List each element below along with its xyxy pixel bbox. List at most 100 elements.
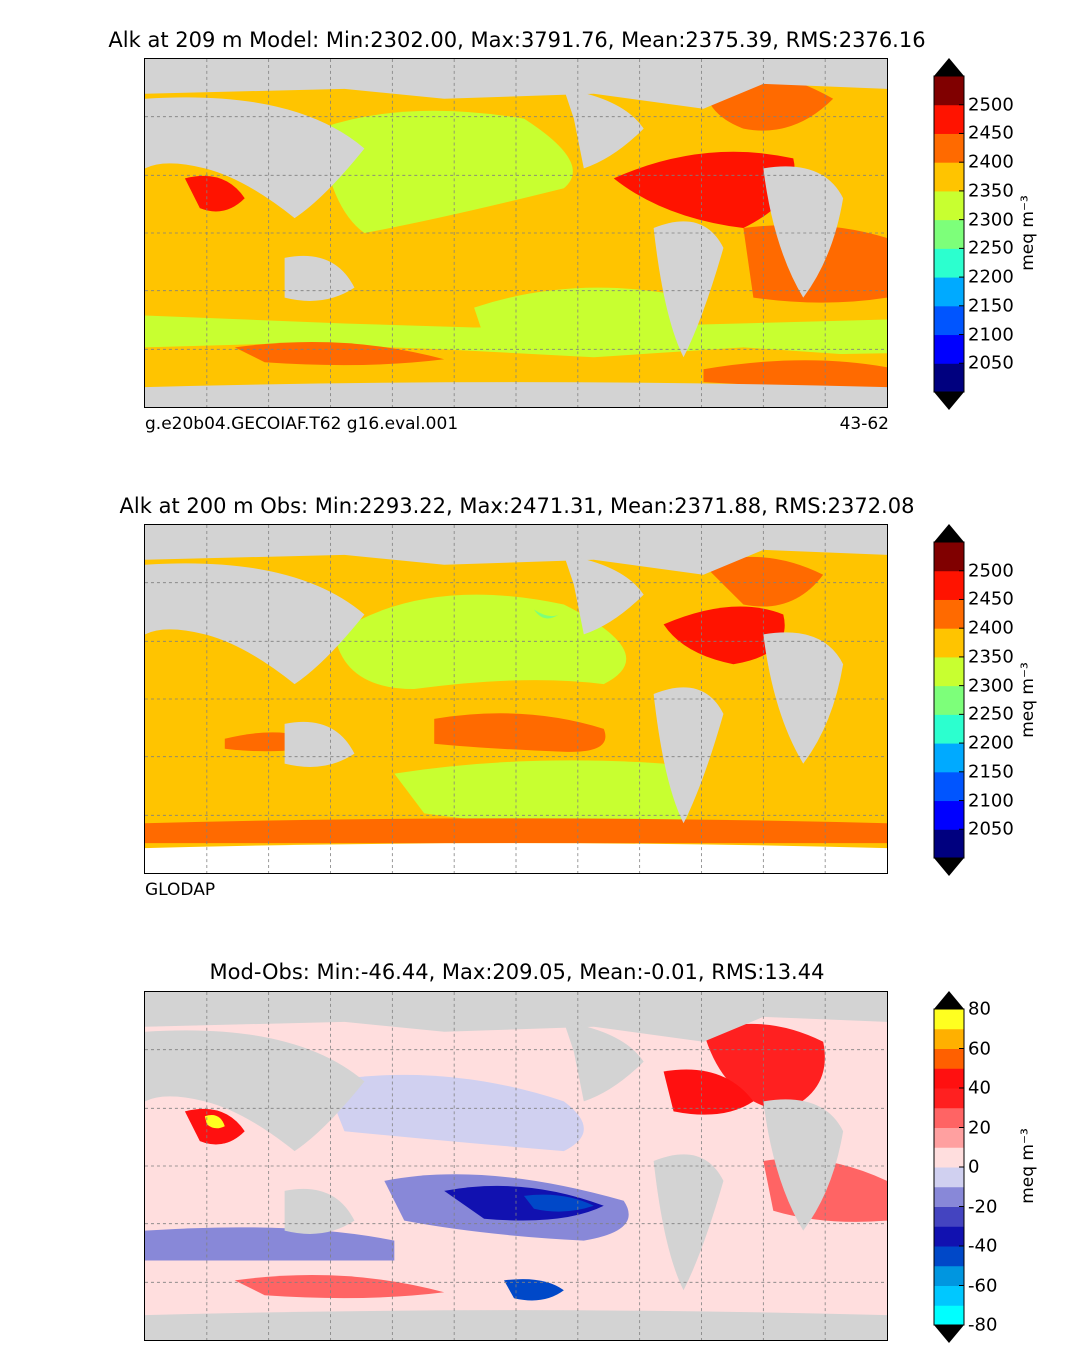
colorbar-tick-label: 60: [968, 1038, 991, 1059]
colorbar-unit: meq m⁻³: [1018, 1128, 1038, 1204]
australia: [284, 1188, 355, 1234]
colorbar-segment: [934, 599, 964, 629]
diff-colorbar: [933, 991, 965, 1343]
colorbar-tick-label: 2050: [968, 818, 1014, 840]
colorbar-tick-label: 2500: [968, 560, 1014, 582]
africa: [763, 166, 844, 298]
colorbar-segment: [934, 305, 964, 336]
asia: [145, 563, 365, 685]
colorbar-segment: [934, 1068, 964, 1089]
southern-pos: [234, 1275, 445, 1299]
south-pacific-deep: [444, 1185, 604, 1221]
colorbar-tick-label: 2400: [968, 617, 1014, 639]
labrador: [703, 556, 824, 607]
colorbar-segment: [934, 542, 964, 572]
colorbar-extend-high: [934, 58, 964, 76]
colorbar-tick-label: 2250: [968, 237, 1014, 259]
colorbar-segment: [934, 628, 964, 658]
colorbar-segment: [934, 1127, 964, 1148]
colorbar-segment: [934, 1167, 964, 1188]
colorbar-unit: meq m⁻³: [1018, 662, 1038, 738]
colorbar-segment: [934, 771, 964, 802]
south-patch: [234, 342, 445, 366]
colorbar-segment: [934, 1088, 964, 1109]
colorbar-segment: [934, 1285, 964, 1306]
graticule: [145, 525, 887, 873]
colorbar-svg: [933, 524, 965, 876]
south-america: [653, 687, 724, 824]
colorbar-unit: meq m⁻³: [1018, 195, 1038, 271]
colorbar-segment: [934, 1028, 964, 1049]
colorbar-segment: [934, 1246, 964, 1267]
colorbar-tick-label: 2350: [968, 180, 1014, 202]
colorbar-tick-label: 2450: [968, 588, 1014, 610]
asia: [145, 1030, 365, 1152]
gulf-stream-pos: [663, 1069, 754, 1115]
colorbar-segment: [934, 277, 964, 307]
colorbar-segment: [934, 363, 964, 393]
colorbar-tick-label: -40: [968, 1235, 998, 1257]
australia: [284, 255, 355, 301]
north-america: [563, 88, 644, 169]
arabian-hot: [204, 1115, 225, 1129]
colorbar-tick-label: 2150: [968, 761, 1014, 783]
colorbar-svg: [933, 58, 965, 410]
colorbar-tick-label: 20: [968, 1117, 991, 1138]
colorbar-segment: [934, 1048, 964, 1069]
case-name: g.e20b04.GECOIAF.T62 g16.eval.001: [145, 414, 459, 434]
field-colorbar-1: [933, 58, 965, 410]
colorbar-tick-label: 40: [968, 1077, 991, 1099]
colorbar-tick-label: 2100: [968, 324, 1014, 346]
colorbar-segment: [934, 1147, 964, 1168]
australia: [284, 721, 355, 767]
south-america: [653, 1154, 724, 1291]
colorbar-extend-low: [934, 1325, 964, 1343]
arabian-sea: [184, 175, 245, 212]
colorbar-segment: [934, 829, 964, 859]
colorbar-tick-label: 2100: [968, 790, 1014, 812]
colorbar-extend-high: [934, 991, 964, 1009]
colorbar-segment: [934, 248, 964, 278]
colorbar-tick-label: 2050: [968, 352, 1014, 374]
colorbar-segment: [934, 1265, 964, 1286]
colorbar-tick-label: 2150: [968, 295, 1014, 317]
obs-map: [144, 524, 888, 874]
colorbar-tick-label: 2250: [968, 703, 1014, 725]
north-atlantic: [663, 606, 785, 665]
colorbar-segment: [934, 685, 964, 715]
colorbar-tick-label: 2500: [968, 94, 1014, 116]
graticule: [145, 992, 887, 1340]
colorbar-tick-label: -20: [968, 1196, 998, 1217]
field-colorbar-2: [933, 524, 965, 876]
colorbar-segment: [934, 1186, 964, 1207]
africa: [763, 632, 844, 764]
south-america: [653, 221, 724, 358]
colorbar-tick-label: 2350: [968, 646, 1014, 668]
colorbar-tick-label: 2200: [968, 732, 1014, 754]
colorbar-tick-label: 2300: [968, 675, 1014, 697]
colorbar-segment: [934, 162, 964, 192]
colorbar-tick-label: 2300: [968, 209, 1014, 231]
colorbar-tick-label: 2200: [968, 266, 1014, 288]
colorbar-frame: [933, 75, 965, 393]
north-atlantic-pos: [703, 1023, 825, 1112]
colorbar-tick-label: -60: [968, 1275, 998, 1296]
graticule: [145, 59, 887, 407]
colorbar-extend-low: [934, 858, 964, 876]
colorbar-segment: [934, 1206, 964, 1227]
southern-neg: [504, 1279, 564, 1301]
equatorial-pacific: [434, 713, 606, 752]
panel3-title: Mod-Obs: Min:-46.44, Max:209.05, Mean:-0…: [209, 960, 825, 984]
asia: [145, 97, 365, 219]
colorbar-segment: [934, 76, 964, 106]
indian-south-neg: [145, 1227, 395, 1261]
north-atlantic: [613, 151, 795, 229]
colorbar-tick-label: -80: [968, 1314, 998, 1336]
colorbar-segment: [934, 104, 964, 134]
colorbar-segment: [934, 190, 964, 221]
colorbar-extend-low: [934, 392, 964, 410]
source-label: GLODAP: [145, 880, 216, 900]
colorbar-tick-label: 0: [968, 1156, 980, 1178]
colorbar-tick-label: 2450: [968, 122, 1014, 144]
south-pacific-core: [523, 1194, 594, 1212]
